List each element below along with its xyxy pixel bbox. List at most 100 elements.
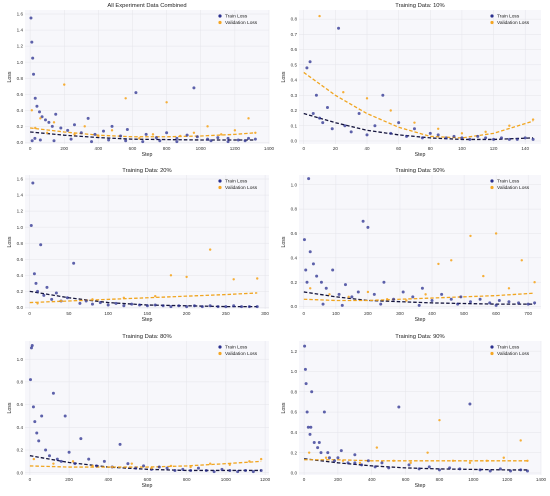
x-tick-label: 600 [492, 311, 500, 316]
y-axis-label: Loss [7, 71, 13, 82]
validation-loss-point [389, 109, 392, 112]
x-tick-label: 300 [396, 311, 404, 316]
validation-loss-point [220, 133, 223, 136]
plot-area [299, 10, 541, 144]
train-loss-point [119, 134, 123, 138]
train-loss-point [124, 139, 128, 143]
y-tick-label: 0.3 [291, 93, 298, 98]
train-loss-point [412, 127, 416, 131]
train-loss-point [30, 139, 34, 143]
train-loss-point [330, 127, 334, 131]
train-loss-point [90, 140, 94, 144]
train-loss-point [130, 302, 134, 306]
train-loss-point [379, 302, 383, 306]
x-tick-label: 140 [521, 146, 529, 151]
y-tick-label: 0.2 [291, 450, 298, 455]
train-loss-point [102, 459, 106, 463]
train-loss-point [407, 463, 411, 467]
train-loss-point [339, 449, 343, 453]
train-loss-point [122, 304, 126, 308]
y-tick-label: 0.7 [291, 32, 298, 37]
validation-loss-point [424, 293, 427, 296]
train-loss-point [440, 292, 444, 296]
train-loss-point [488, 301, 492, 305]
x-tick-label: 400 [104, 477, 112, 482]
train-loss-point [185, 305, 189, 309]
validation-loss-point [507, 287, 511, 290]
train-loss-point [226, 136, 230, 140]
panel-2: 0 20 40 60 80 100 120 140 0.0 0.1 0.2 0.3 0.4 0.5 0.6 0… [281, 3, 541, 158]
train-loss-point [247, 136, 251, 140]
validation-loss-point [482, 274, 485, 278]
x-tick-label: 1200 [230, 146, 241, 151]
validation-loss-point [318, 14, 321, 18]
y-tick-label: 0.0 [291, 304, 298, 309]
validation-loss-point [91, 464, 94, 468]
legend-validation-marker [218, 185, 222, 190]
legend-train-label: Train Loss [225, 179, 248, 185]
train-loss-point [360, 463, 364, 467]
train-loss-point [337, 292, 341, 296]
validation-loss-point [59, 299, 63, 303]
validation-loss-point [254, 131, 257, 134]
validation-loss-point [436, 127, 440, 130]
train-loss-point [411, 295, 415, 299]
train-loss-point [95, 464, 99, 468]
train-loss-point [468, 300, 472, 304]
train-loss-point [325, 105, 329, 109]
y-tick-label: 1.0 [17, 357, 24, 362]
validation-loss-point [328, 293, 331, 296]
train-loss-point [253, 137, 257, 141]
validation-loss-point [154, 294, 157, 298]
x-tick-label: 0 [303, 311, 306, 316]
train-loss-point [101, 129, 105, 133]
validation-loss-point [185, 275, 188, 279]
validation-loss-point [460, 132, 464, 135]
validation-loss-point [150, 466, 153, 470]
panel-4: 0 100 200 300 400 500 600 700 0.0 0.2 0.4 0.6 0.8 1.0… [281, 168, 541, 323]
train-loss-point [243, 468, 247, 472]
train-loss-point [247, 305, 251, 309]
plot-area [299, 341, 541, 475]
validation-loss-point [531, 118, 535, 121]
legend-validation-label: Validation Loss [225, 351, 258, 357]
x-tick-label: 150 [144, 311, 152, 316]
validation-loss-point [413, 121, 416, 124]
train-loss-point [312, 441, 316, 445]
x-tick-label: 200 [60, 146, 68, 151]
train-loss-point [208, 304, 212, 308]
train-loss-point [498, 467, 502, 471]
validation-loss-point [494, 232, 498, 235]
train-loss-point [31, 405, 35, 409]
train-loss-point [417, 303, 421, 307]
y-tick-label: 1.0 [17, 60, 24, 65]
y-tick-label: 1.0 [291, 182, 298, 187]
train-loss-point [533, 301, 537, 305]
y-tick-label: 1.4 [17, 193, 24, 198]
panel-title: Training Data: 20% [122, 168, 171, 174]
train-loss-point [373, 124, 377, 128]
x-tick-label: 200 [65, 477, 73, 482]
train-loss-point [405, 134, 409, 138]
x-tick-label: 20 [333, 146, 339, 151]
validation-loss-point [169, 464, 173, 468]
train-loss-point [29, 16, 33, 20]
train-trend-line [304, 458, 528, 471]
x-tick-label: 1000 [196, 146, 207, 151]
panel-title: Training Data: 10% [395, 3, 444, 9]
panel-1: 0 200 400 600 800 1000 1200 1400 0.0 0.2 0.4 0.6 0.8… [7, 3, 275, 158]
train-loss-point [106, 303, 110, 307]
train-loss-point [204, 468, 208, 472]
train-loss-point [29, 346, 33, 350]
train-loss-point [314, 93, 318, 97]
train-loss-point [488, 469, 492, 473]
train-loss-point [31, 56, 35, 60]
y-tick-label: 0.2 [17, 448, 24, 453]
x-tick-label: 800 [183, 477, 191, 482]
train-loss-point [357, 112, 361, 116]
train-loss-point [29, 224, 33, 228]
train-loss-point [389, 131, 393, 135]
train-loss-point [392, 297, 396, 301]
validation-loss-point [36, 302, 39, 305]
